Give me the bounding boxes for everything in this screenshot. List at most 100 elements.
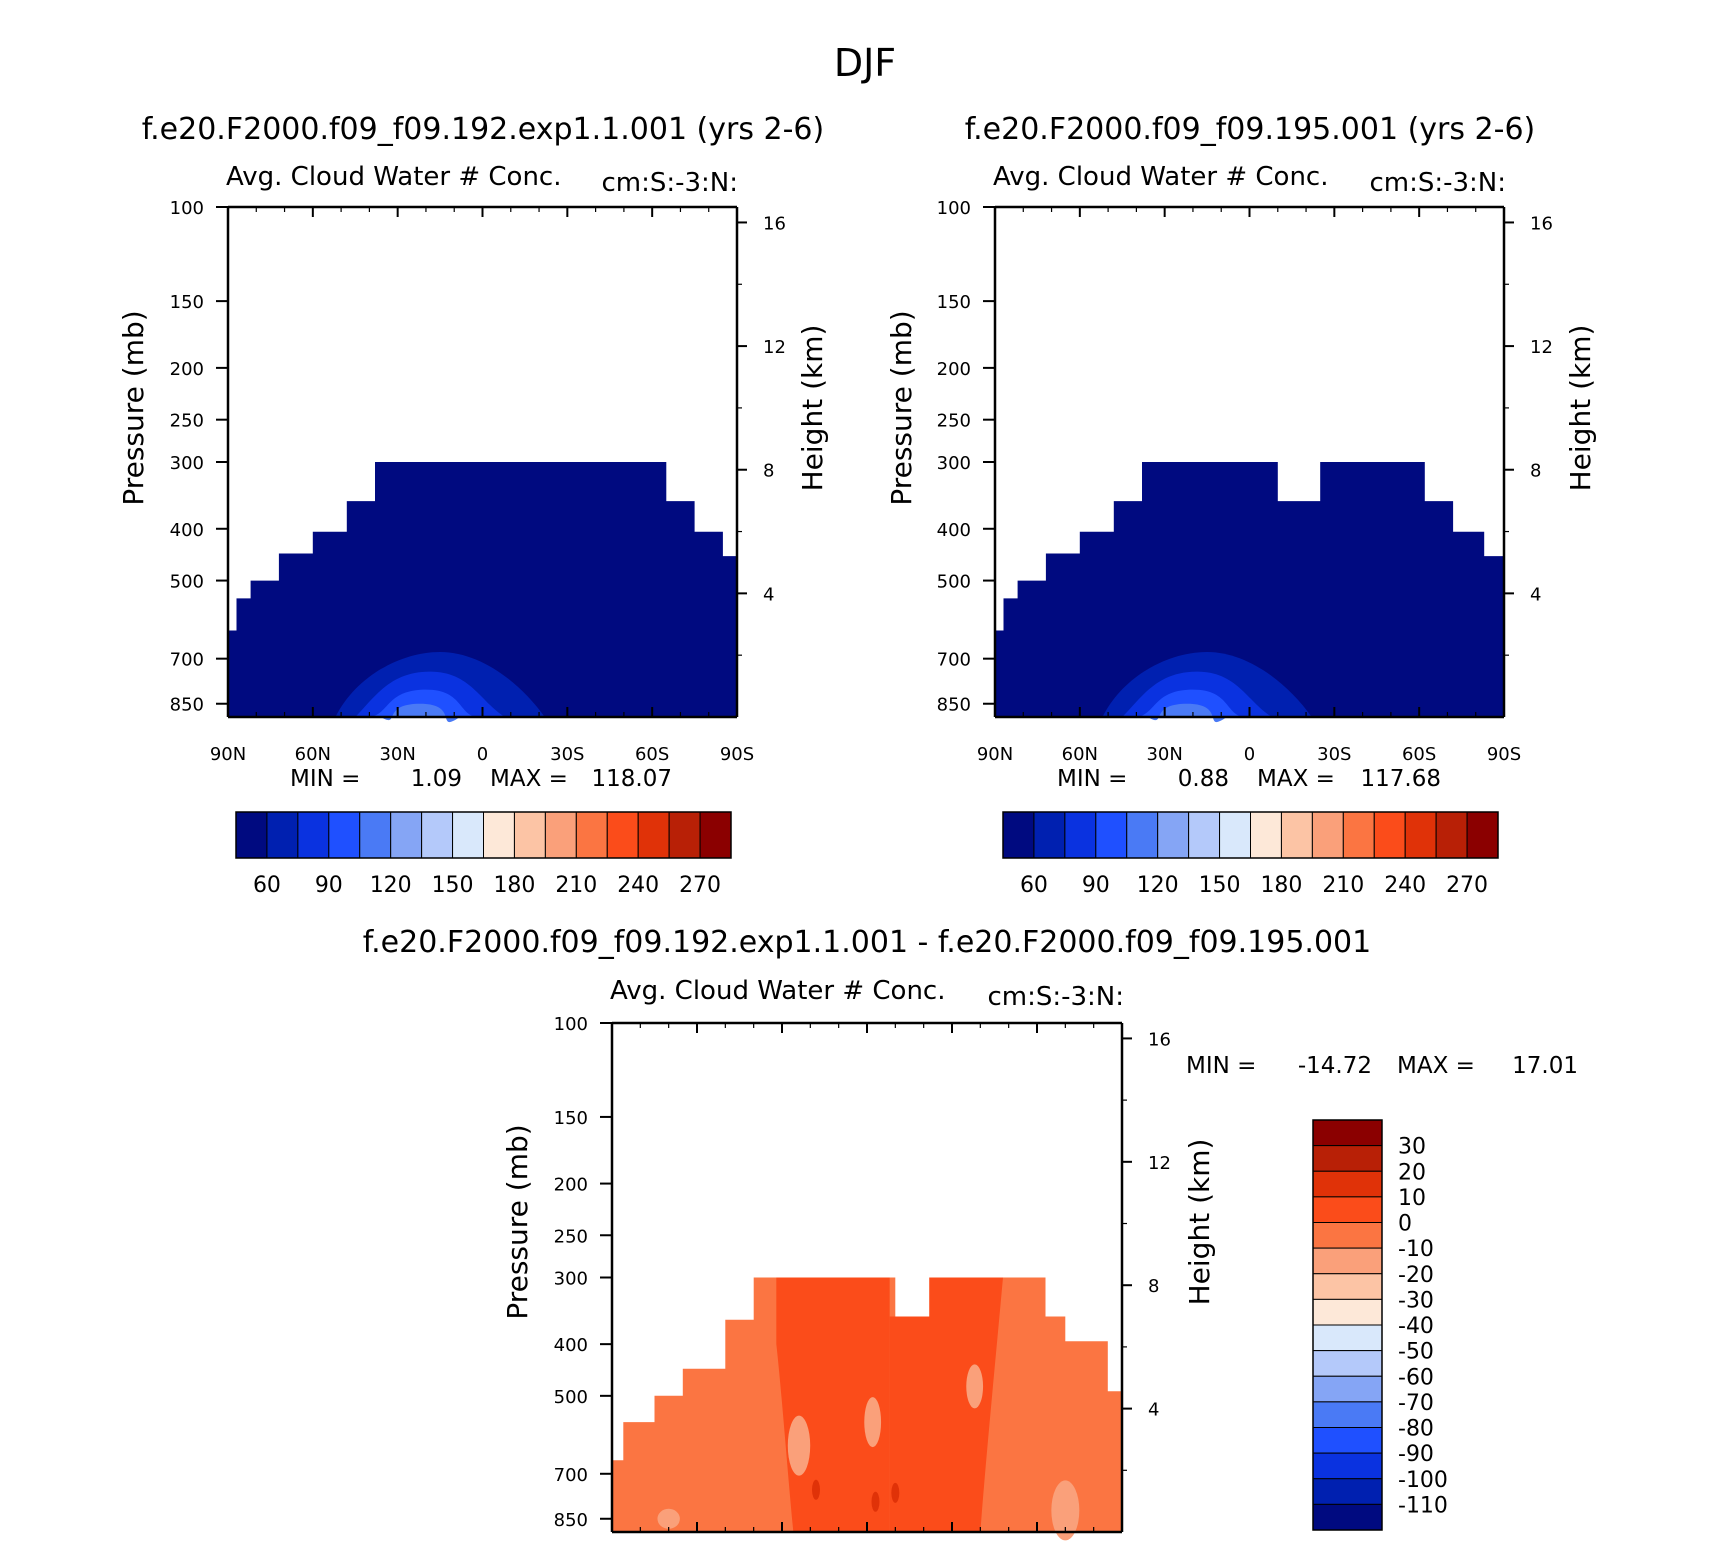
case1-colorbar-swatch <box>668 811 701 859</box>
case1-colorbar-label: 240 <box>617 873 659 898</box>
diff-colorbar-frame <box>1312 1119 1383 1531</box>
diff-colorbar-label: -10 <box>1398 1237 1434 1262</box>
case1-ytick-label: 250 <box>170 411 204 432</box>
case1-y2tick-label: 4 <box>763 584 774 605</box>
case2-xtick-label: 0 <box>1244 744 1255 765</box>
diff-colorbar-label: -100 <box>1398 1468 1448 1493</box>
case2-colorbar-swatch <box>1095 811 1128 859</box>
case2-title: f.e20.F2000.f09_f09.195.001 (yrs 2-6) <box>965 112 1535 147</box>
case2-xtick-label: 60S <box>1402 744 1436 765</box>
diff-xtick-label: 30N <box>764 1559 800 1561</box>
diff-field <box>612 1277 1122 1541</box>
case2-colorbar-swatch <box>1126 811 1159 859</box>
case2-colorbar-swatch <box>1342 811 1375 859</box>
case1-colorbar-swatch <box>452 811 484 859</box>
case2-ytick-label: 100 <box>937 198 971 219</box>
diff-xtick-label: 30S <box>935 1559 969 1561</box>
case1-ytick-label: 150 <box>170 292 204 313</box>
diff-light-patch <box>657 1508 680 1529</box>
case2-ytick-label: 500 <box>937 572 971 593</box>
diff-colorbar-label: -30 <box>1398 1288 1434 1313</box>
case1-xtick-label: 60N <box>295 744 331 765</box>
case1-ytick-label: 300 <box>170 453 204 474</box>
case2-y2tick-label: 8 <box>1530 461 1541 482</box>
case1-colorbar-swatch <box>699 811 732 859</box>
case2-colorbar-label: 210 <box>1322 873 1364 898</box>
diff-colorbar-label: -60 <box>1398 1365 1434 1390</box>
diff-ytick-label: 500 <box>554 1387 588 1408</box>
diff-colorbar-swatch <box>1312 1324 1383 1352</box>
diff-colorbar-swatch <box>1312 1196 1383 1223</box>
case2-colorbar-swatch <box>1373 811 1406 859</box>
case1-xtick-label: 0 <box>477 744 488 765</box>
case2-units: cm:S:-3:N: <box>1369 168 1506 198</box>
case2-field <box>995 462 1504 723</box>
case1-colorbar-label: 210 <box>555 873 597 898</box>
case1-y2tick-label: 8 <box>763 461 774 482</box>
case1-colorbar-swatch <box>483 811 515 859</box>
case2-colorbar-label: 120 <box>1137 873 1179 898</box>
diff-colorbar-swatch <box>1312 1145 1383 1172</box>
case1-colorbar-swatch <box>544 811 577 859</box>
case1-ytick-label: 200 <box>170 359 204 380</box>
diff-colorbar-label: -80 <box>1398 1417 1434 1442</box>
case1-ylabel: Pressure (mb) <box>117 310 150 505</box>
case2-colorbar-label: 60 <box>1020 873 1048 898</box>
diff-colorbar-swatch <box>1312 1452 1383 1480</box>
case2-blob-4 <box>1147 703 1227 723</box>
diff-colorbar-swatch <box>1312 1119 1383 1147</box>
case1-colorbar-label: 150 <box>432 873 474 898</box>
case1-colorbar-swatch <box>328 811 361 859</box>
case2-colorbar-swatch <box>1250 811 1282 859</box>
case1-colorbar-swatch <box>606 811 639 859</box>
case2-colorbar-label: 180 <box>1260 873 1302 898</box>
case1-plot-title: Avg. Cloud Water # Conc. <box>226 162 562 192</box>
case1-colorbar-swatch <box>266 811 299 859</box>
diff-light-patch <box>864 1397 882 1448</box>
diff-xtick-label: 90N <box>594 1559 630 1561</box>
case1-ytick-label: 850 <box>170 695 204 716</box>
diff-ytick-label: 200 <box>554 1175 588 1196</box>
case1-colorbar-swatch <box>637 811 670 859</box>
case2-colorbar-swatch <box>1466 811 1499 859</box>
case2-y2tick-label: 12 <box>1530 337 1553 358</box>
case2-min-value: 0.88 <box>1178 766 1229 792</box>
case2-min-label: MIN = <box>1057 766 1127 792</box>
diff-colorbar-swatch <box>1312 1247 1383 1275</box>
case1-minmax: MIN = 1.09 MAX = 118.07 <box>290 766 672 792</box>
diff-units: cm:S:-3:N: <box>987 982 1124 1012</box>
diff-ytick-label: 700 <box>554 1465 588 1486</box>
case1-xtick-label: 30N <box>379 744 415 765</box>
diff-colorbar-label: -50 <box>1398 1340 1434 1365</box>
figure-title: DJF <box>834 41 896 85</box>
case2-y2label: Height (km) <box>1564 325 1597 492</box>
panel-case2: f.e20.F2000.f09_f09.195.001 (yrs 2-6) Av… <box>885 112 1597 898</box>
diff-min-value: -14.72 <box>1298 1053 1372 1079</box>
case1-ytick-label: 100 <box>170 198 204 219</box>
case1-colorbar: 60 90 120 150 180 210 240 270 <box>235 811 732 898</box>
diff-core-south <box>889 1277 1003 1532</box>
case2-ytick-label: 200 <box>937 359 971 380</box>
case1-colorbar-swatch <box>297 811 330 859</box>
diff-light-patch <box>787 1415 811 1476</box>
case2-ytick-label: 250 <box>937 411 971 432</box>
diff-colorbar-swatch <box>1312 1170 1383 1198</box>
case1-title: f.e20.F2000.f09_f09.192.exp1.1.001 (yrs … <box>142 112 824 147</box>
diff-dark-spot <box>871 1491 880 1512</box>
case1-colorbar-swatch <box>390 811 423 859</box>
diff-ytick-label: 400 <box>554 1335 588 1356</box>
diff-ytick-label: 850 <box>554 1510 588 1531</box>
diff-ylabel: Pressure (mb) <box>501 1124 534 1319</box>
case1-colorbar-label: 180 <box>493 873 535 898</box>
case2-colorbar-swatch <box>1033 811 1066 859</box>
case1-xtick-label: 90S <box>720 744 754 765</box>
diff-title: f.e20.F2000.f09_f09.192.exp1.1.001 - f.e… <box>363 925 1371 960</box>
diff-axes: 100 150 200 250 300 400 500 700 850 16 12 8 4 90N 60N 3… <box>554 1014 1171 1561</box>
case2-xtick-label: 30S <box>1317 744 1351 765</box>
case1-y2label: Height (km) <box>796 325 829 492</box>
diff-max-label: MAX = <box>1397 1053 1475 1079</box>
diff-colorbar-label: 10 <box>1398 1186 1426 1211</box>
case2-ytick-label: 700 <box>937 650 971 671</box>
diff-colorbar-label: -110 <box>1398 1493 1448 1518</box>
